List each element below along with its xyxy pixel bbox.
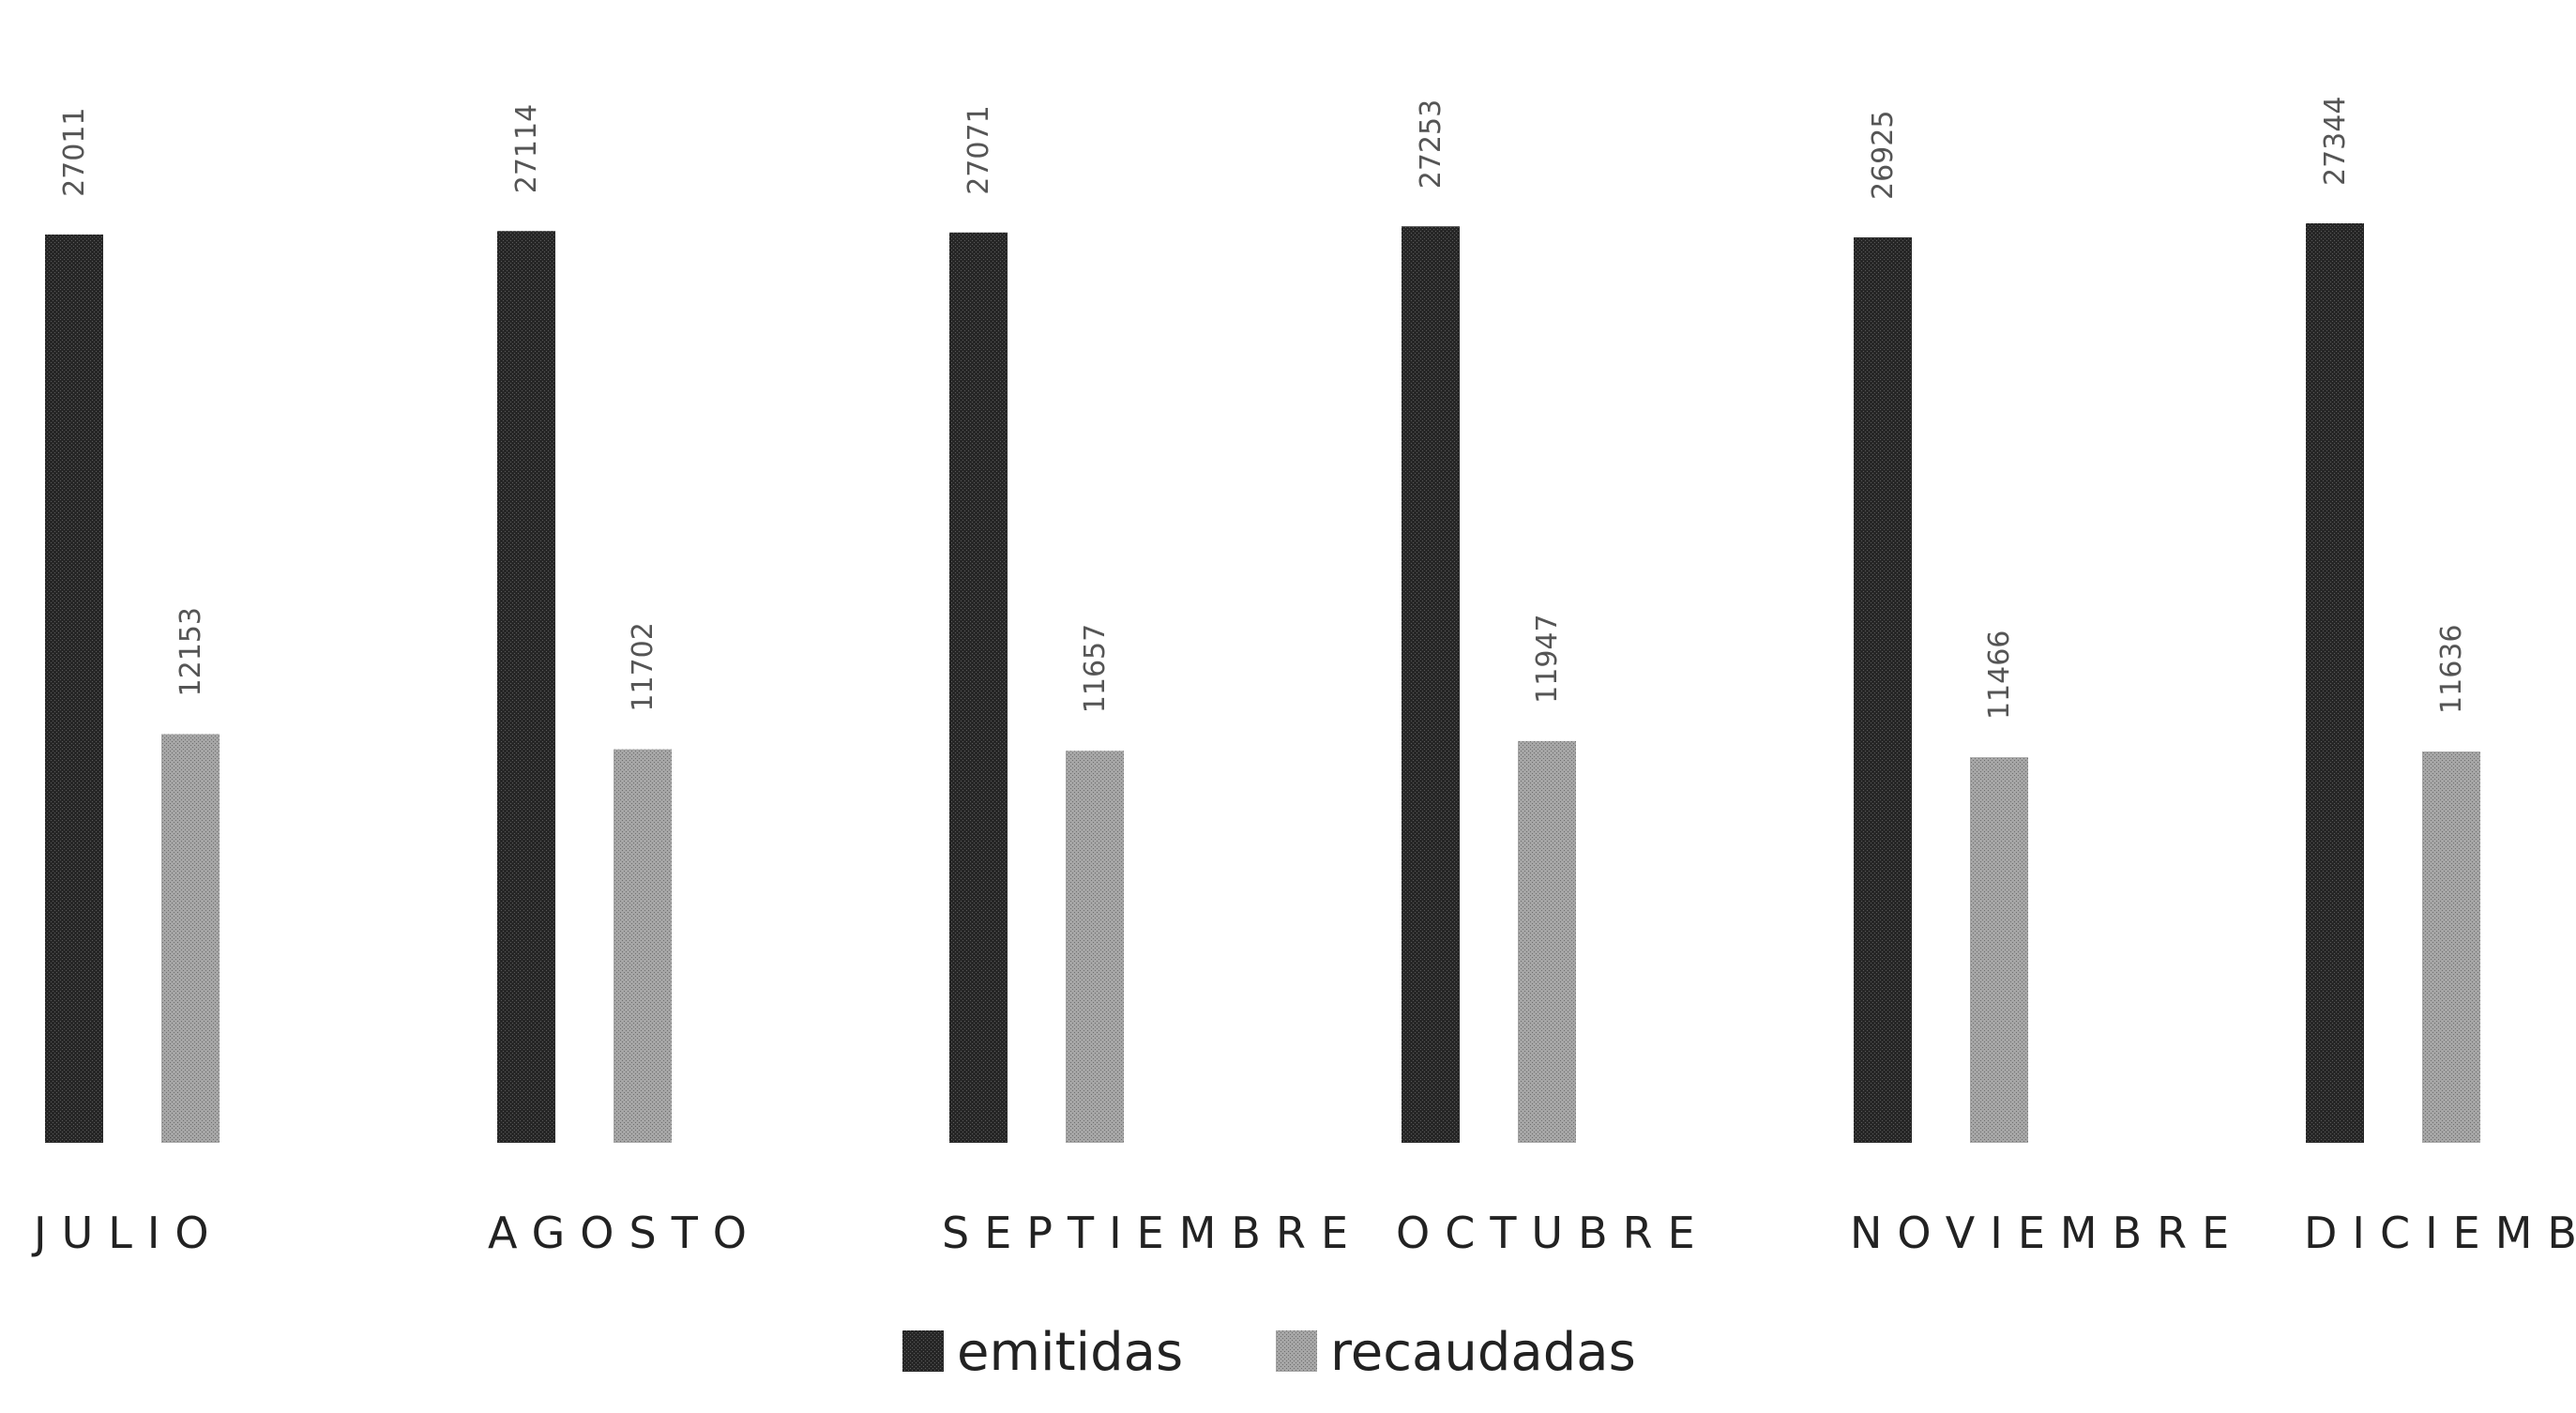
value-label-emitidas-julio: 27011 [58, 107, 91, 196]
value-label-emitidas-noviembre: 26925 [1867, 111, 1900, 200]
bar-recaudadas-noviembre [1970, 757, 2028, 1143]
bar-emitidas-octubre [1402, 226, 1460, 1143]
legend-swatch-recaudadas [1276, 1330, 1317, 1372]
category-label-diciembre: DICIEMBRE [2304, 1208, 2576, 1258]
legend: emitidas recaudadas [902, 1322, 1636, 1383]
category-label-julio: JULIO [31, 1208, 224, 1258]
bar-recaudadas-diciembre [2422, 751, 2480, 1143]
bars-layer [45, 223, 2480, 1144]
bar-emitidas-noviembre [1854, 237, 1912, 1143]
value-label-recaudadas-noviembre: 11466 [1983, 631, 2016, 720]
legend-swatch-emitidas [902, 1330, 944, 1372]
value-label-emitidas-septiembre: 27071 [962, 105, 995, 194]
bar-recaudadas-agosto [614, 749, 672, 1143]
category-label-septiembre: SEPTIEMBRE [942, 1208, 1363, 1258]
bar-recaudadas-septiembre [1066, 751, 1124, 1143]
category-labels-layer: JULIO AGOSTO SEPTIEMBRE OCTUBRE NOVIEMBRE DIC… [31, 1208, 2576, 1258]
legend-label-emitidas: emitidas [957, 1322, 1183, 1383]
value-labels-layer: 27011 12153 27114 11702 27071 11657 27253 11947… [58, 97, 2468, 720]
value-label-recaudadas-julio: 12153 [174, 607, 207, 696]
value-label-emitidas-diciembre: 27344 [2319, 97, 2352, 186]
value-label-emitidas-agosto: 27114 [510, 104, 543, 193]
value-label-recaudadas-octubre: 11947 [1531, 614, 1564, 703]
value-label-recaudadas-septiembre: 11657 [1079, 624, 1112, 713]
value-label-emitidas-octubre: 27253 [1415, 99, 1447, 189]
bar-recaudadas-octubre [1518, 740, 1576, 1143]
legend-label-recaudadas: recaudadas [1330, 1322, 1636, 1383]
category-label-agosto: AGOSTO [488, 1208, 762, 1258]
bar-emitidas-diciembre [2306, 223, 2364, 1143]
bar-emitidas-julio [45, 234, 103, 1143]
bar-recaudadas-julio [161, 734, 220, 1143]
value-label-recaudadas-agosto: 11702 [627, 622, 659, 711]
category-label-octubre: OCTUBRE [1396, 1208, 1710, 1258]
bar-emitidas-agosto [497, 231, 555, 1144]
bar-emitidas-septiembre [949, 232, 1008, 1143]
value-label-recaudadas-diciembre: 11636 [2435, 625, 2468, 714]
category-label-noviembre: NOVIEMBRE [1850, 1208, 2244, 1258]
